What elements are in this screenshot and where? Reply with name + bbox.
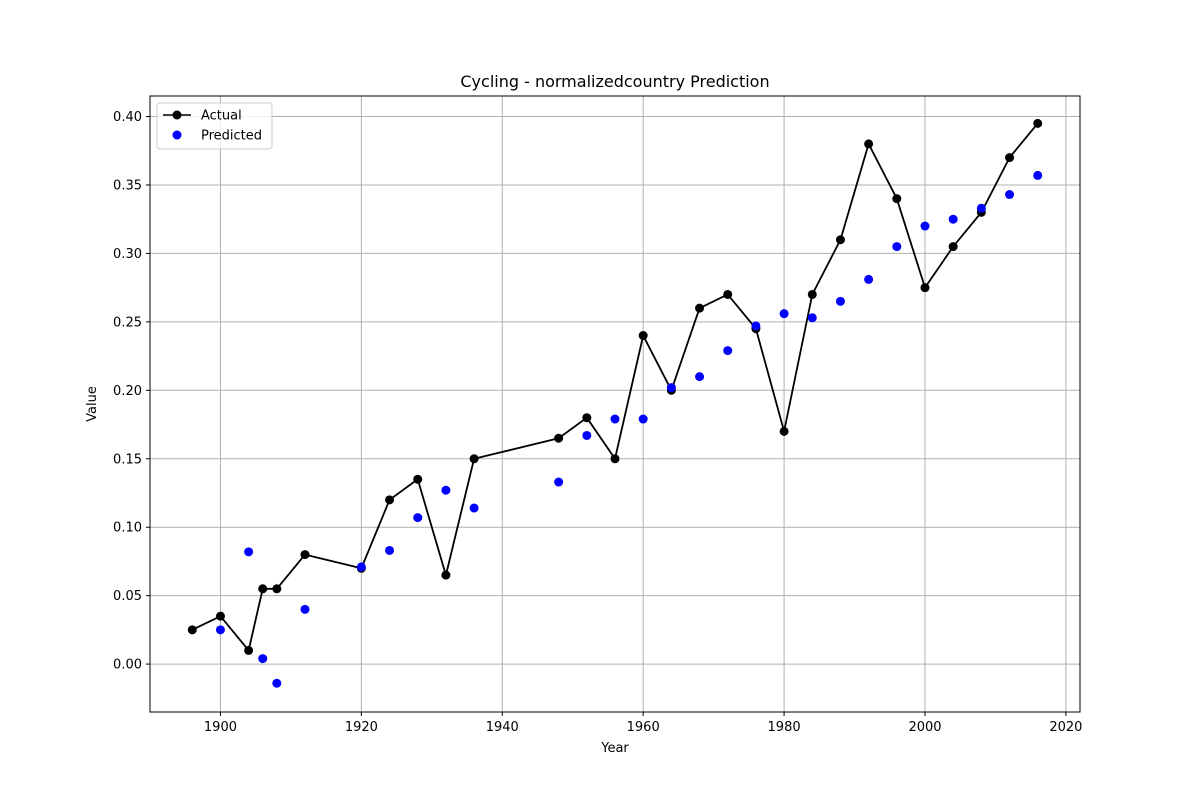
x-axis-title: Year bbox=[600, 741, 629, 756]
x-tick-label: 2000 bbox=[908, 720, 941, 735]
x-tick-label: 2020 bbox=[1049, 720, 1082, 735]
legend-actual-label: Actual bbox=[201, 109, 242, 124]
actual-point bbox=[187, 625, 197, 635]
y-tick-label: 0.15 bbox=[113, 452, 142, 467]
predicted-point bbox=[976, 203, 986, 213]
predicted-point bbox=[469, 503, 479, 513]
y-axis-title: Value bbox=[85, 386, 100, 422]
actual-point bbox=[258, 584, 268, 594]
actual-point bbox=[723, 289, 733, 299]
predicted-point bbox=[215, 625, 225, 635]
predicted-point bbox=[666, 383, 676, 393]
actual-point bbox=[948, 242, 958, 252]
predicted-point bbox=[582, 430, 592, 440]
x-tick-label: 1940 bbox=[486, 720, 519, 735]
y-tick-label: 0.05 bbox=[113, 589, 142, 604]
actual-point bbox=[244, 645, 254, 655]
y-tick-label: 0.00 bbox=[113, 658, 142, 673]
actual-point bbox=[695, 303, 705, 313]
actual-point bbox=[385, 495, 395, 505]
actual-point bbox=[554, 433, 564, 443]
predicted-point bbox=[920, 221, 930, 231]
predicted-point bbox=[554, 477, 564, 487]
predicted-point bbox=[356, 562, 366, 572]
predicted-point bbox=[751, 321, 761, 331]
predicted-point bbox=[892, 242, 902, 252]
actual-point bbox=[215, 611, 225, 621]
actual-point bbox=[413, 474, 423, 484]
predicted-point bbox=[413, 513, 423, 523]
legend-actual-marker bbox=[172, 110, 182, 120]
actual-point bbox=[835, 235, 845, 245]
x-tick-label: 1900 bbox=[204, 720, 237, 735]
predicted-point bbox=[300, 604, 310, 614]
predicted-point bbox=[1005, 190, 1015, 200]
x-tick-label: 1980 bbox=[768, 720, 801, 735]
predicted-point bbox=[385, 545, 395, 555]
legend-predicted-marker bbox=[172, 130, 182, 140]
plot-frame bbox=[149, 95, 1081, 713]
x-tick-label: 1920 bbox=[345, 720, 378, 735]
x-tick-label: 1960 bbox=[627, 720, 660, 735]
actual-point bbox=[441, 570, 451, 580]
actual-point bbox=[1033, 118, 1043, 128]
actual-point bbox=[779, 426, 789, 436]
actual-point bbox=[864, 139, 874, 149]
actual-point bbox=[582, 413, 592, 423]
actual-point bbox=[300, 550, 310, 560]
y-tick-label: 0.25 bbox=[113, 315, 142, 330]
actual-point bbox=[272, 584, 282, 594]
actual-point bbox=[638, 331, 648, 341]
predicted-point bbox=[1033, 170, 1043, 180]
y-tick-label: 0.35 bbox=[113, 178, 142, 193]
y-tick-label: 0.40 bbox=[113, 110, 142, 125]
chart-title: Cycling - normalizedcountry Prediction bbox=[460, 72, 769, 91]
predicted-point bbox=[610, 414, 620, 424]
y-tick-label: 0.30 bbox=[113, 247, 142, 262]
predicted-point bbox=[695, 372, 705, 382]
predicted-point bbox=[638, 414, 648, 424]
plot-series bbox=[187, 118, 1043, 688]
y-tick-label: 0.10 bbox=[113, 521, 142, 536]
actual-point bbox=[807, 289, 817, 299]
actual-point bbox=[892, 194, 902, 204]
y-tick-label: 0.20 bbox=[113, 384, 142, 399]
predicted-point bbox=[272, 678, 282, 688]
legend-predicted-label: Predicted bbox=[201, 129, 262, 144]
actual-point bbox=[920, 283, 930, 293]
predicted-point bbox=[864, 274, 874, 284]
axis-ticks: 1900 1920 1940 1960 1980 2000 2020 0.00 0.05 0.10… bbox=[113, 110, 1082, 735]
predicted-point bbox=[441, 485, 451, 495]
actual-point bbox=[610, 454, 620, 464]
predicted-point bbox=[835, 296, 845, 306]
predicted-point bbox=[723, 346, 733, 356]
predicted-point bbox=[244, 547, 254, 557]
predicted-point bbox=[779, 309, 789, 319]
actual-point bbox=[1005, 153, 1015, 163]
predicted-point bbox=[258, 654, 268, 664]
actual-point bbox=[469, 454, 479, 464]
predicted-point bbox=[807, 313, 817, 323]
legend: Actual Predicted bbox=[156, 102, 273, 150]
predicted-point bbox=[948, 214, 958, 224]
